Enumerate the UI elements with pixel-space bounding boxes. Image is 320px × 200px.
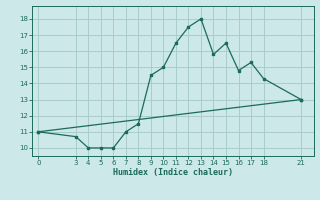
X-axis label: Humidex (Indice chaleur): Humidex (Indice chaleur) — [113, 168, 233, 177]
